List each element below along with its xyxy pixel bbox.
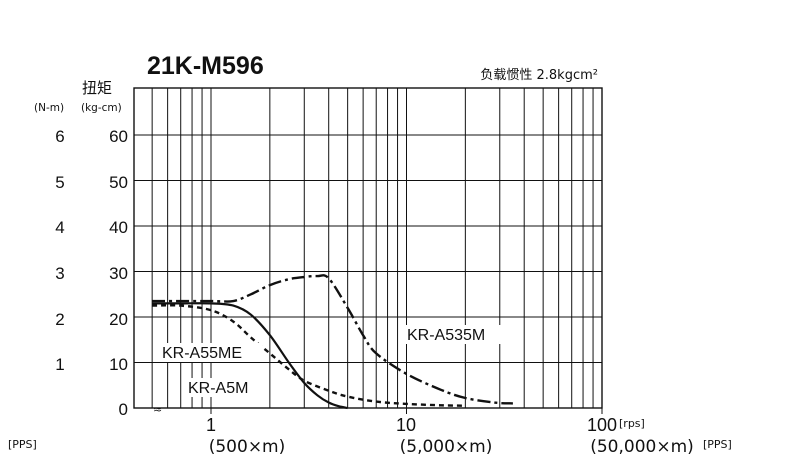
y-axis-label: 扭矩 [82,79,112,97]
y-tick-kgcm-40: 40 [109,218,128,237]
plot-frame [133,87,603,409]
x-tick-100: 100 [587,415,617,435]
series-label-kr-a535m: KR-A535M [407,327,485,344]
load-inertia-note: 负载惯性 2.8kgcm² [480,67,598,83]
y-tick-kgcm-10: 10 [109,355,128,374]
y-tick-kgcm-60: 60 [109,127,128,146]
pps-label-100: (50,000×m) [590,437,694,457]
series-label-kr-a55me: KR-A55ME [162,345,242,362]
x-tick-1: 1 [206,415,216,435]
y-tick-nm-5: 5 [55,173,64,192]
x-tick-10: 10 [396,415,416,435]
x-unit-rps: [rps] [619,417,645,430]
y-tick-kgcm-0: 0 [119,400,128,419]
label-bg-a535m [404,325,506,344]
pps-unit-left: [PPS] [8,438,37,451]
y-tick-nm-3: 3 [55,264,64,283]
grid [133,87,603,414]
y-unit-nm: (N-m) [34,102,64,114]
series-label-kr-a5m: KR-A5M [188,380,248,397]
y-tick-nm-6: 6 [55,127,64,146]
y-tick-nm-2: 2 [55,310,64,329]
y-tick-kgcm-50: 50 [109,173,128,192]
curve-kr-a55me [152,304,466,407]
y-tick-kgcm-30: 30 [109,264,128,283]
y-tick-nm-4: 4 [55,218,64,237]
y-unit-kgcm: (kg-cm) [81,102,122,114]
chart-title: 21K-M596 [147,52,264,80]
y-tick-nm-1: 1 [55,355,64,374]
pps-label-10: (5,000×m) [400,437,493,457]
curve-kr-a535m [152,274,513,405]
axis-break-icon: ≈ [153,403,162,416]
y-tick-kgcm-20: 20 [109,310,128,329]
label-bg-a55me [160,343,262,362]
curves [152,274,513,410]
pps-unit-right: [PPS] [703,438,732,451]
pps-label-1: (500×m) [209,437,286,457]
curve-kr-a5m [152,302,348,410]
label-bg-a5m [185,378,267,397]
